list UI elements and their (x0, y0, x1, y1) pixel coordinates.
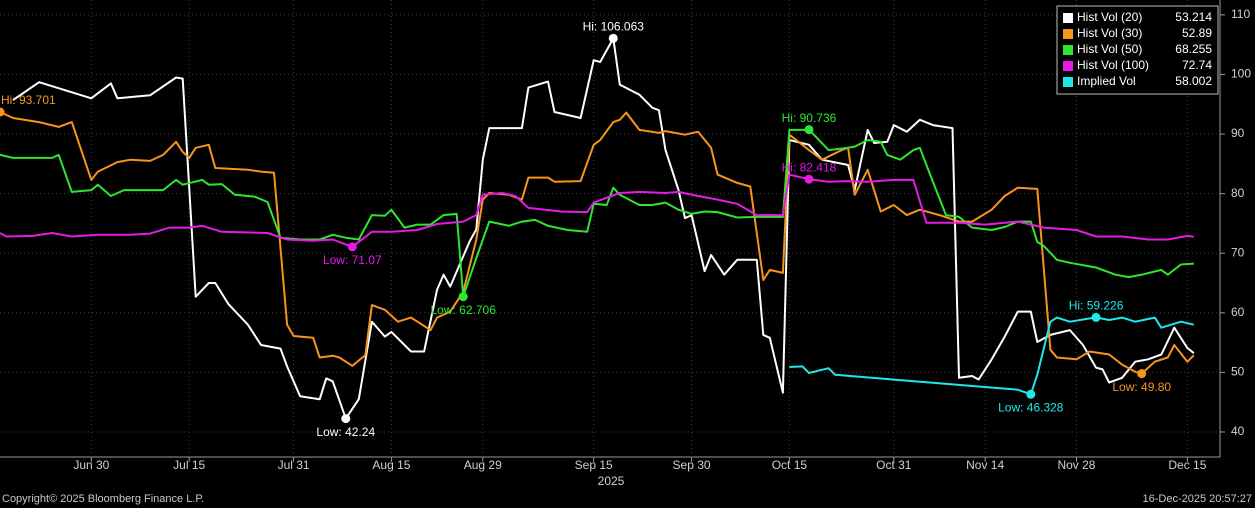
y-tick-label: 60 (1231, 305, 1245, 319)
series-line (789, 316, 1195, 396)
annotation-label: Hi: 59.226 (1069, 299, 1124, 313)
legend-label: Hist Vol (20) (1077, 10, 1142, 24)
annotation-label: Hi: 82.418 (782, 160, 837, 174)
legend-swatch (1063, 61, 1073, 71)
legend-value: 53.214 (1175, 10, 1212, 24)
x-axis-year: 2025 (598, 474, 625, 488)
x-tick-label: Jul 15 (173, 458, 205, 472)
x-tick-label: Sep 30 (673, 458, 711, 472)
y-tick-label: 70 (1231, 245, 1245, 259)
legend: Hist Vol (20) 53.214 Hist Vol (30) 52.89 His… (1056, 5, 1219, 95)
legend-value: 68.255 (1175, 42, 1212, 56)
annotation-label: Low: 46.328 (998, 400, 1064, 414)
series-line (0, 128, 1194, 298)
annotation-marker (458, 292, 468, 302)
x-tick-label: Oct 15 (772, 458, 808, 472)
annotation-marker (804, 125, 814, 135)
x-tick-label: Aug 29 (464, 458, 502, 472)
x-tick-label: Nov 14 (966, 458, 1004, 472)
legend-label: Hist Vol (30) (1077, 26, 1142, 40)
copyright: Copyright© 2025 Bloomberg Finance L.P. (2, 493, 204, 505)
annotation-label: Low: 71.07 (323, 253, 382, 267)
annotation-label: Low: 62.706 (431, 303, 497, 317)
annotation-marker (804, 174, 814, 184)
annotation-marker (341, 414, 351, 424)
legend-swatch (1063, 77, 1073, 87)
y-tick-label: 90 (1231, 126, 1245, 140)
legend-label: Hist Vol (50) (1077, 42, 1142, 56)
annotation-label: Low: 49.80 (1112, 380, 1171, 394)
y-tick-label: 110 (1231, 7, 1250, 21)
x-tick-label: Dec 15 (1168, 458, 1206, 472)
x-tick-label: Aug 15 (372, 458, 410, 472)
y-tick-label: 80 (1231, 186, 1245, 200)
legend-value: 58.002 (1175, 74, 1212, 88)
legend-label: Hist Vol (100) (1077, 58, 1149, 72)
x-tick-label: Oct 31 (876, 458, 912, 472)
x-tick-label: Nov 28 (1057, 458, 1095, 472)
legend-swatch (1063, 45, 1073, 55)
y-tick-label: 40 (1231, 424, 1245, 438)
timestamp: 16-Dec-2025 20:57:27 (1143, 493, 1252, 505)
annotation-marker (1091, 312, 1101, 322)
series-line (0, 173, 1195, 248)
annotation-marker (1137, 369, 1147, 379)
y-tick-label: 100 (1231, 67, 1251, 81)
legend-box (1056, 5, 1219, 95)
annotation-label: Hi: 106.063 (583, 20, 645, 34)
legend-value: 52.89 (1182, 26, 1212, 40)
annotation-marker (0, 107, 5, 117)
annotation-marker (1026, 389, 1036, 399)
annotation-marker (347, 242, 357, 252)
legend-swatch (1063, 13, 1073, 23)
series-line (12, 37, 1195, 420)
annotation-label: Hi: 93.701 (1, 93, 56, 107)
annotation-label: Low: 42.24 (316, 425, 375, 439)
series-line (0, 111, 1195, 375)
legend-value: 72.74 (1182, 58, 1212, 72)
legend-swatch (1063, 29, 1073, 39)
x-tick-label: Sep 15 (575, 458, 613, 472)
x-tick-label: Jul 31 (278, 458, 310, 472)
annotation-marker (608, 33, 618, 43)
annotation-label: Hi: 90.736 (782, 111, 837, 125)
legend-label: Implied Vol (1077, 74, 1136, 88)
x-tick-label: Jun 30 (73, 458, 109, 472)
y-tick-label: 50 (1231, 365, 1245, 379)
